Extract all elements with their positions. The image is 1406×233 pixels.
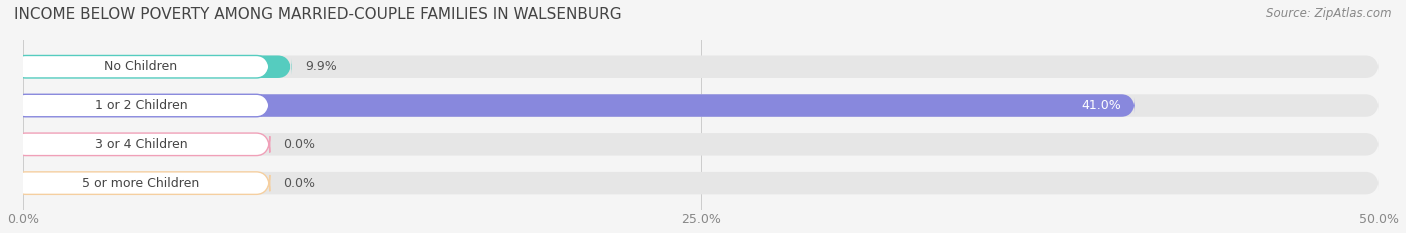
- FancyBboxPatch shape: [13, 172, 270, 194]
- Text: 0.0%: 0.0%: [284, 177, 315, 190]
- Text: 3 or 4 Children: 3 or 4 Children: [94, 138, 187, 151]
- FancyBboxPatch shape: [22, 94, 1135, 117]
- Text: 41.0%: 41.0%: [1081, 99, 1122, 112]
- FancyBboxPatch shape: [22, 133, 1379, 156]
- FancyBboxPatch shape: [13, 133, 270, 156]
- FancyBboxPatch shape: [22, 94, 1379, 117]
- Text: INCOME BELOW POVERTY AMONG MARRIED-COUPLE FAMILIES IN WALSENBURG: INCOME BELOW POVERTY AMONG MARRIED-COUPL…: [14, 7, 621, 22]
- Text: Source: ZipAtlas.com: Source: ZipAtlas.com: [1267, 7, 1392, 20]
- FancyBboxPatch shape: [22, 55, 1379, 78]
- FancyBboxPatch shape: [22, 55, 291, 78]
- Text: 0.0%: 0.0%: [284, 138, 315, 151]
- FancyBboxPatch shape: [22, 172, 1379, 194]
- Text: No Children: No Children: [104, 60, 177, 73]
- Text: 9.9%: 9.9%: [305, 60, 337, 73]
- Text: 5 or more Children: 5 or more Children: [83, 177, 200, 190]
- FancyBboxPatch shape: [13, 55, 270, 78]
- Text: 1 or 2 Children: 1 or 2 Children: [94, 99, 187, 112]
- FancyBboxPatch shape: [13, 94, 270, 117]
